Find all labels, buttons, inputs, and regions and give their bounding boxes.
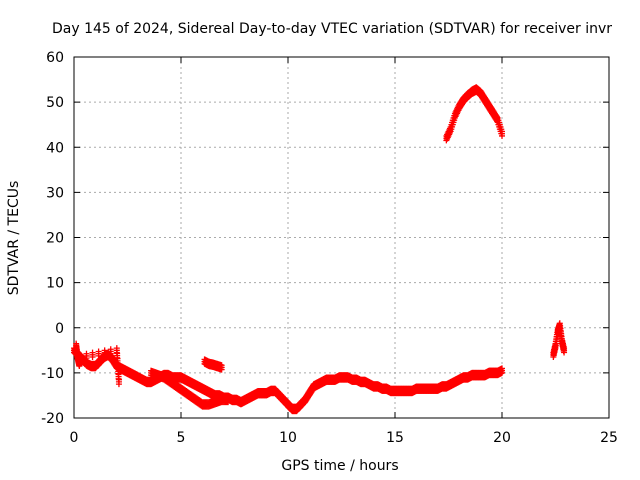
series-short-segment-6h: [201, 356, 225, 373]
y-tick-label: 0: [55, 321, 64, 337]
data-point: [83, 355, 90, 362]
y-tick-label: 20: [46, 231, 64, 247]
chart-title: Day 145 of 2024, Sidereal Day-to-day VTE…: [52, 21, 612, 37]
data-points: [71, 84, 568, 415]
data-point: [77, 356, 84, 363]
data-point: [499, 369, 505, 376]
series-late-segment: [550, 320, 568, 361]
y-tick-label: -20: [41, 411, 64, 427]
x-tick-label: 20: [493, 430, 511, 446]
data-point: [107, 350, 114, 357]
y-axis-label: SDTVAR / TECUs: [6, 181, 22, 296]
series-early-spike: [73, 340, 122, 388]
data-point: [561, 349, 568, 356]
x-axis-label: GPS time / hours: [281, 458, 398, 474]
x-tick-label: 0: [70, 430, 79, 446]
data-point: [499, 132, 505, 139]
y-tick-label: -10: [41, 366, 64, 382]
data-point: [218, 366, 225, 373]
x-tick-labels: 0 5 10 15 20 25: [70, 430, 618, 446]
y-tick-label: 10: [46, 276, 64, 292]
series-upper-arc: [443, 84, 505, 144]
x-tick-label: 25: [600, 430, 618, 446]
grid-lines: [74, 57, 609, 418]
data-point: [89, 354, 96, 361]
x-tick-label: 10: [279, 430, 297, 446]
y-tick-label: 40: [46, 140, 64, 156]
data-point: [101, 351, 108, 358]
x-tick-label: 15: [386, 430, 404, 446]
data-point: [225, 399, 232, 406]
y-tick-label: 30: [46, 185, 64, 201]
y-tick-labels: -20 -10 0 10 20 30 40 50 60: [41, 50, 64, 427]
y-tick-label: 60: [46, 50, 64, 66]
data-point: [115, 381, 122, 388]
series-branch-5-to-7: [148, 367, 232, 410]
axis-ticks: [73, 56, 610, 419]
x-tick-label: 5: [177, 430, 186, 446]
y-tick-label: 50: [46, 95, 64, 111]
series-main-lower-track: [71, 345, 505, 415]
data-point: [95, 352, 102, 359]
